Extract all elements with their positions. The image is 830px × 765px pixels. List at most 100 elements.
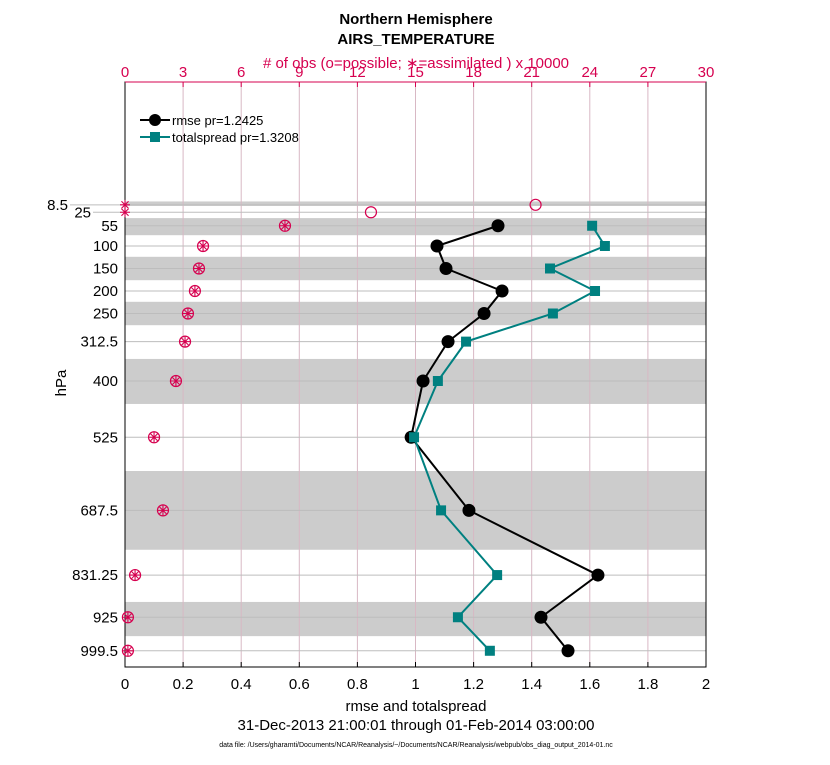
top-x-tick-label: 0 bbox=[121, 64, 129, 81]
x-axis-label: rmse and totalspread bbox=[346, 698, 487, 715]
y-tick-label: 100 bbox=[93, 238, 118, 255]
obs-possible-point bbox=[188, 284, 202, 298]
totalspread-point bbox=[461, 336, 472, 347]
legend-rmse-marker bbox=[149, 114, 161, 126]
x-tick-label: 1.8 bbox=[637, 676, 658, 693]
obs-assimilated-point bbox=[279, 220, 290, 231]
x-tick-label: 0.2 bbox=[173, 676, 194, 693]
obs-possible-point bbox=[364, 206, 378, 219]
x-tick-label: 0.8 bbox=[347, 676, 368, 693]
rmse-point bbox=[534, 610, 548, 624]
rmse-point bbox=[477, 307, 491, 320]
y-tick-label: 925 bbox=[93, 609, 118, 626]
top-x-tick-label: 9 bbox=[295, 64, 303, 81]
totalspread-point bbox=[545, 263, 556, 274]
legend-totalspread-label: totalspread pr=1.3208 bbox=[172, 130, 299, 145]
y-tick-label: 687.5 bbox=[80, 502, 118, 519]
x-tick-label: 1 bbox=[411, 676, 419, 693]
rmse-point bbox=[441, 335, 455, 349]
rmse-point bbox=[495, 284, 509, 298]
rmse-point bbox=[462, 503, 476, 517]
totalspread-point bbox=[599, 241, 610, 251]
top-x-tick-label: 3 bbox=[179, 64, 187, 81]
x-tick-label: 1.4 bbox=[521, 676, 542, 693]
obs-possible-point bbox=[147, 431, 161, 444]
x-tick-label: 0.6 bbox=[289, 676, 310, 693]
obs-possible-point bbox=[192, 262, 206, 275]
totalspread-point bbox=[484, 645, 495, 656]
obs-possible-point bbox=[156, 504, 170, 517]
legend-rmse-label: rmse pr=1.2425 bbox=[172, 113, 263, 128]
top-x-tick-label: 6 bbox=[237, 64, 245, 81]
y-tick-label: 400 bbox=[93, 373, 118, 390]
chart-subtitle: AIRS_TEMPERATURE bbox=[337, 31, 494, 48]
legend: rmse pr=1.2425 totalspread pr=1.3208 bbox=[140, 113, 299, 145]
totalspread-point bbox=[432, 376, 443, 386]
rmse-point bbox=[561, 644, 575, 658]
y-axis-label: hPa bbox=[53, 369, 70, 396]
obs-assimilated-point bbox=[122, 612, 133, 623]
y-tick-label: 250 bbox=[93, 306, 118, 323]
x-tick-label: 0 bbox=[121, 676, 129, 693]
top-x-tick-label: 27 bbox=[640, 64, 657, 81]
x-tick-label: 1.2 bbox=[463, 676, 484, 693]
obs-assimilated-point bbox=[130, 570, 141, 581]
obs-possible-point bbox=[121, 611, 135, 624]
top-x-tick-label: 30 bbox=[698, 64, 715, 81]
obs-assimilated-point bbox=[189, 286, 200, 296]
footnote: data file: /Users/gharamti/Documents/NCA… bbox=[219, 742, 613, 749]
date-range: 31-Dec-2013 21:00:01 through 01-Feb-2014… bbox=[238, 717, 595, 734]
top-x-tick-label: 18 bbox=[465, 64, 482, 81]
x-tick-label: 2 bbox=[702, 676, 710, 693]
top-x-tick-label: 24 bbox=[581, 64, 598, 81]
totalspread-point bbox=[590, 286, 601, 296]
rmse-point bbox=[439, 262, 453, 275]
series-line-1 bbox=[412, 225, 607, 652]
x-tick-label: 1.6 bbox=[579, 676, 600, 693]
y-tick-label: 312.5 bbox=[80, 334, 118, 351]
y-tick-label: 831.25 bbox=[72, 567, 118, 584]
obs-possible-point bbox=[128, 568, 142, 582]
totalspread-point bbox=[587, 220, 598, 231]
y-tick-label: 8.5 bbox=[47, 197, 68, 214]
rmse-point bbox=[416, 374, 430, 388]
obs-assimilated-point bbox=[120, 207, 130, 218]
obs-assimilated-point bbox=[157, 505, 168, 516]
obs-assimilated-point bbox=[180, 336, 191, 347]
totalspread-point bbox=[492, 570, 503, 581]
y-tick-label: 25 bbox=[74, 204, 91, 221]
legend-totalspread-marker bbox=[150, 132, 160, 142]
y-tick-label: 525 bbox=[93, 429, 118, 446]
obs-assimilated-point bbox=[122, 645, 133, 656]
rmse-point bbox=[491, 219, 505, 233]
top-x-tick-label: 21 bbox=[523, 64, 540, 81]
obs-assimilated-point bbox=[182, 308, 193, 319]
y-tick-label: 55 bbox=[101, 218, 118, 235]
obs-possible-point bbox=[529, 198, 542, 211]
obs-assimilated-point bbox=[120, 199, 130, 210]
totalspread-point bbox=[547, 308, 558, 319]
obs-possible-point bbox=[278, 219, 292, 232]
totalspread-point bbox=[452, 612, 463, 623]
obs-assimilated-point bbox=[198, 241, 209, 251]
obs-possible-point bbox=[121, 644, 135, 657]
totalspread-point bbox=[436, 505, 447, 516]
x-tick-label: 0.4 bbox=[231, 676, 252, 693]
obs-assimilated-point bbox=[170, 376, 181, 386]
obs-assimilated-point bbox=[149, 432, 160, 443]
rmse-point bbox=[591, 568, 605, 582]
obs-possible-point bbox=[169, 374, 183, 388]
top-axis-label: # of obs (o=possible; ∗=assimilated ) x … bbox=[263, 55, 569, 72]
obs-possible-point bbox=[178, 335, 192, 348]
totalspread-point bbox=[409, 432, 420, 443]
y-tick-label: 150 bbox=[93, 261, 118, 278]
rmse-point bbox=[430, 239, 444, 253]
y-tick-label: 200 bbox=[93, 283, 118, 300]
chart-title: Northern Hemisphere bbox=[339, 11, 492, 28]
top-x-tick-label: 12 bbox=[349, 64, 366, 81]
obs-possible-point bbox=[181, 307, 195, 320]
top-x-tick-label: 15 bbox=[407, 64, 424, 81]
obs-assimilated-point bbox=[193, 263, 204, 274]
y-tick-label: 999.5 bbox=[80, 643, 118, 660]
